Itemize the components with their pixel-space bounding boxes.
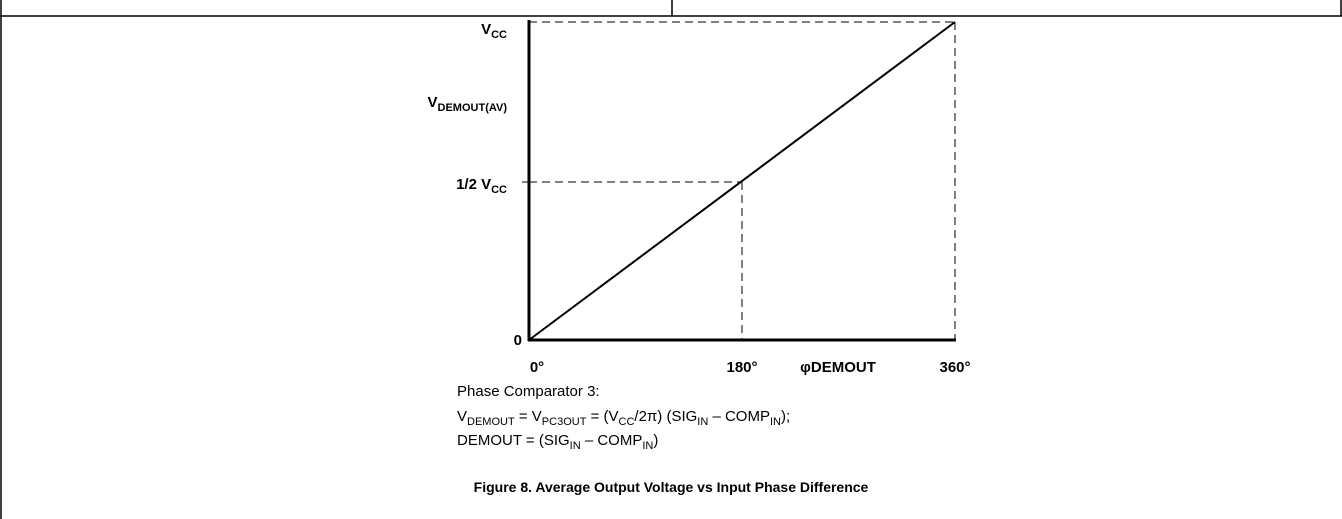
- subscript: CC: [491, 29, 507, 41]
- text-run: ): [653, 432, 658, 449]
- x-axis-name: φDEMOUT: [800, 359, 876, 376]
- text-run: /2π) (SIG: [634, 408, 697, 425]
- text-run: – COMP: [581, 432, 643, 449]
- y-label-vcc: VCC: [481, 21, 507, 41]
- note-formula: DEMOUT = (SIGIN – COMPIN): [457, 432, 658, 452]
- subscript: IN: [642, 440, 653, 452]
- caption: Figure 8. Average Output Voltage vs Inpu…: [474, 479, 869, 495]
- subscript: CC: [619, 416, 635, 428]
- note-formula: VDEMOUT = VPC3OUT = (VCC/2π) (SIGIN – CO…: [457, 408, 790, 428]
- subscript: PC3OUT: [542, 416, 587, 428]
- x-label-zero: 0°: [530, 359, 544, 376]
- text-run: V: [481, 21, 491, 38]
- subscript: CC: [491, 184, 507, 196]
- y-label-half: 1/2 VCC: [456, 176, 507, 196]
- subscript: DEMOUT: [467, 416, 515, 428]
- subscript: IN: [770, 416, 781, 428]
- y-label-demout: VDEMOUT(AV): [428, 94, 508, 114]
- subscript: IN: [570, 440, 581, 452]
- x-label-full: 360°: [939, 359, 970, 376]
- note-heading: Phase Comparator 3:: [457, 383, 600, 400]
- text-run: V: [457, 408, 467, 425]
- subscript: IN: [697, 416, 708, 428]
- text-run: = V: [515, 408, 542, 425]
- text-run: DEMOUT = (SIG: [457, 432, 570, 449]
- x-label-half: 180°: [726, 359, 757, 376]
- text-run: 1/2 V: [456, 176, 491, 193]
- y-label-zero: 0: [514, 332, 522, 349]
- text-run: = (V: [586, 408, 618, 425]
- text-run: – COMP: [708, 408, 770, 425]
- text-run: );: [781, 408, 790, 425]
- text-run: V: [428, 94, 438, 111]
- subscript: DEMOUT(AV): [438, 102, 508, 114]
- plot: [522, 20, 956, 342]
